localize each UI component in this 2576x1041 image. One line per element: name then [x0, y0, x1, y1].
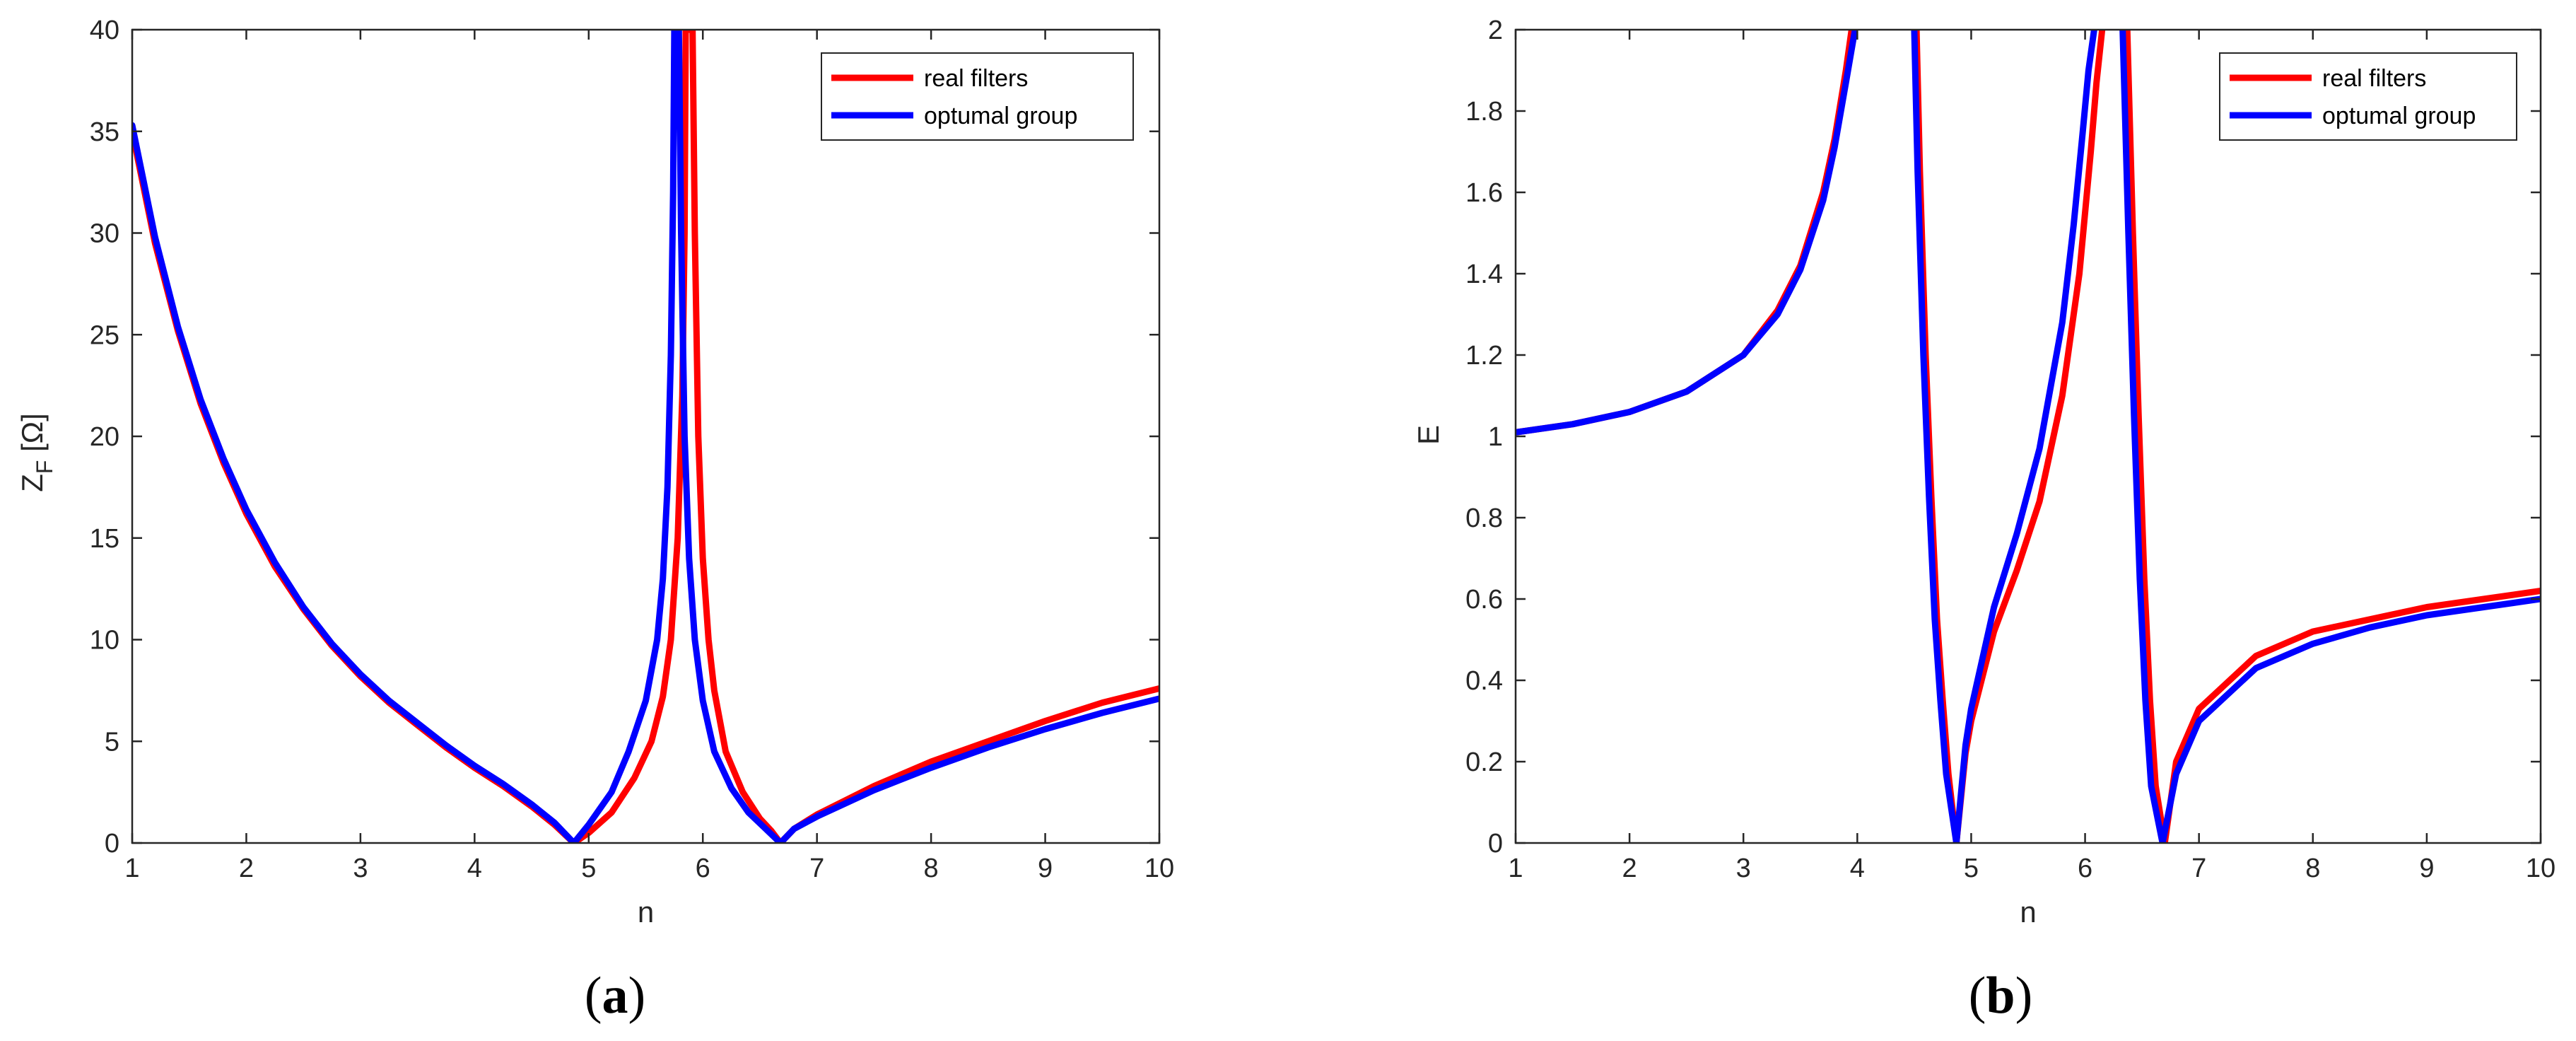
y-tick-label: 25 [90, 320, 119, 350]
series-line-optimal-group [132, 30, 1159, 843]
y-tick-label: 1.6 [1465, 178, 1503, 208]
y-tick-label: 2 [1488, 16, 1503, 45]
panel-label-close: ) [2015, 967, 2033, 1025]
legend-box [821, 52, 1134, 141]
panel-label: (b) [1969, 967, 2032, 1025]
series-line-optimal-group [1516, 30, 2541, 843]
y-axis-label: ZF [Ω] [16, 413, 57, 492]
y-tick-label: 20 [90, 422, 119, 452]
chart-panel-a: 1 2 3 4 5 6 7 8 9 10 0 5 10 15 20 25 30 35 40 n ZF [Ω] real f… [16, 16, 1174, 1025]
x-tick-label: 3 [353, 854, 368, 883]
panel-label: (a) [585, 967, 645, 1025]
y-tick-label: 5 [105, 727, 119, 757]
x-tick-label: 6 [696, 854, 710, 883]
panel-label-letter: a [602, 967, 628, 1025]
x-tick-label: 7 [2191, 854, 2206, 883]
y-tick-label: 15 [90, 524, 119, 554]
x-tick-label: 1 [124, 854, 139, 883]
x-tick-label: 8 [2305, 854, 2320, 883]
legend: real filters optumal group [2219, 52, 2517, 141]
legend: real filters optumal group [821, 52, 1134, 141]
y-tick-label: 0 [1488, 829, 1503, 859]
x-tick-label: 2 [239, 854, 254, 883]
x-tick-label: 9 [1038, 854, 1053, 883]
x-tick-label: 6 [2078, 854, 2092, 883]
y-axis-label-main: E [1412, 425, 1445, 445]
x-tick-label: 5 [1964, 854, 1979, 883]
x-tick-label: 5 [581, 854, 596, 883]
x-tick-label: 2 [1622, 854, 1637, 883]
y-tick-label: 0.6 [1465, 585, 1503, 615]
y-axis-label-subscript: F [32, 460, 57, 475]
x-tick-label: 8 [924, 854, 939, 883]
panel-label-letter: b [1986, 967, 2015, 1025]
chart-panel-b: 1 2 3 4 5 6 7 8 9 10 0 0.2 0.4 0.6 0.8 1 1.2 1.4 1.6 1.8 2 n E… [1412, 16, 2555, 1025]
x-tick-label: 10 [2526, 854, 2555, 883]
legend-box [2219, 52, 2517, 141]
x-tick-label: 4 [1850, 854, 1865, 883]
legend-entry-label: real filters [2322, 65, 2426, 92]
y-tick-label: 0.8 [1465, 504, 1503, 533]
x-tick-label: 3 [1736, 854, 1751, 883]
y-tick-label: 1.2 [1465, 341, 1503, 371]
panel-label-open: ( [585, 967, 602, 1025]
legend-entry-label: optumal group [2322, 103, 2476, 129]
panel-label-open: ( [1969, 967, 1986, 1025]
panel-label-close: ) [628, 967, 646, 1025]
y-tick-label: 1.4 [1465, 260, 1503, 289]
y-tick-label: 1.8 [1465, 97, 1503, 127]
y-tick-label: 40 [90, 16, 119, 45]
legend-entry-label: real filters [924, 65, 1028, 92]
x-tick-label: 10 [1144, 854, 1174, 883]
y-tick-label: 30 [90, 219, 119, 249]
y-axis-label: E [1412, 425, 1445, 445]
x-tick-label: 1 [1508, 854, 1523, 883]
x-axis-label: n [638, 895, 654, 929]
y-tick-label: 0 [105, 829, 119, 859]
legend-entry-label: optumal group [924, 103, 1077, 129]
y-axis-label-unit: [Ω] [16, 413, 49, 460]
y-tick-label: 0.2 [1465, 748, 1503, 777]
x-tick-label: 4 [467, 854, 482, 883]
x-tick-label: 9 [2419, 854, 2434, 883]
x-tick-label: 7 [809, 854, 824, 883]
plot-area [1516, 30, 2541, 843]
y-axis-label-main: Z [16, 474, 49, 492]
y-tick-label: 0.4 [1465, 666, 1503, 696]
y-tick-label: 35 [90, 117, 119, 147]
plot-area [132, 30, 1159, 843]
x-axis-label: n [2020, 895, 2036, 929]
y-tick-label: 10 [90, 626, 119, 656]
y-tick-label: 1 [1488, 422, 1503, 452]
